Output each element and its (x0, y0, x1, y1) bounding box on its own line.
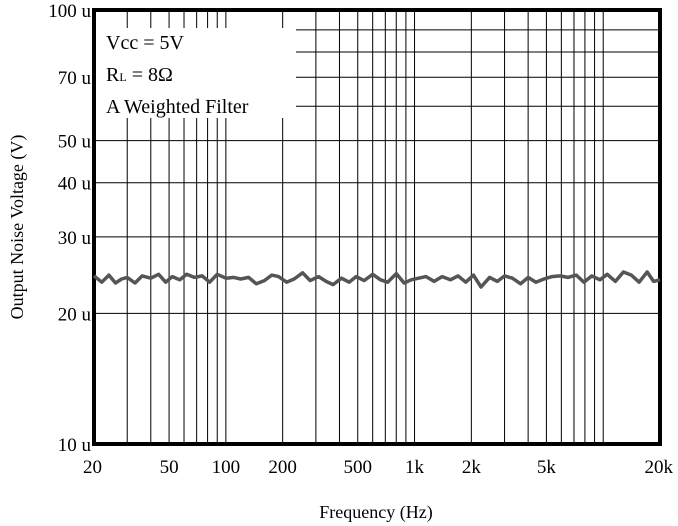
y-tick-labels: 10 u 20 u 30 u 40 u 50 u 70 u 100 u (48, 1, 91, 456)
x-axis-title: Frequency (Hz) (319, 502, 432, 523)
y-tick-label: 10 u (58, 435, 92, 456)
x-tick-label: 2k (462, 457, 482, 478)
y-tick-label: 20 u (58, 304, 92, 325)
x-tick-label: 5k (537, 457, 557, 478)
annotation-rl-value: = 8Ω (127, 64, 173, 86)
y-tick-label: 70 u (58, 68, 92, 89)
plot-frame (92, 8, 662, 446)
y-tick-label: 100 u (48, 1, 91, 22)
y-tick-label: 50 u (58, 132, 92, 153)
y-tick-label: 30 u (58, 228, 92, 249)
annotation-vcc: Vcc = 5V (106, 32, 184, 54)
y-tick-label: 40 u (58, 174, 92, 195)
x-tick-label: 50 (160, 457, 179, 478)
x-tick-label: 1k (405, 457, 425, 478)
x-tick-label: 20k (645, 457, 674, 478)
x-tick-label: 100 (212, 457, 241, 478)
x-tick-labels: 20 50 100 200 500 1k 2k 5k 20k (83, 457, 674, 478)
y-axis-title: Output Noise Voltage (V) (7, 135, 28, 320)
annotation-rl-sub: L (119, 70, 126, 84)
noise-series-line (92, 270, 661, 289)
x-tick-label: 20 (83, 457, 102, 478)
series-layer (92, 270, 661, 289)
annotation-rl: RL = 8Ω (106, 64, 173, 86)
annotation-background (96, 28, 296, 118)
x-tick-label: 200 (268, 457, 297, 478)
annotations: Vcc = 5V RL = 8Ω A Weighted Filter (96, 28, 296, 118)
annotation-filter: A Weighted Filter (106, 96, 249, 118)
x-tick-label: 500 (343, 457, 372, 478)
annotation-rl-main: R (106, 64, 120, 86)
